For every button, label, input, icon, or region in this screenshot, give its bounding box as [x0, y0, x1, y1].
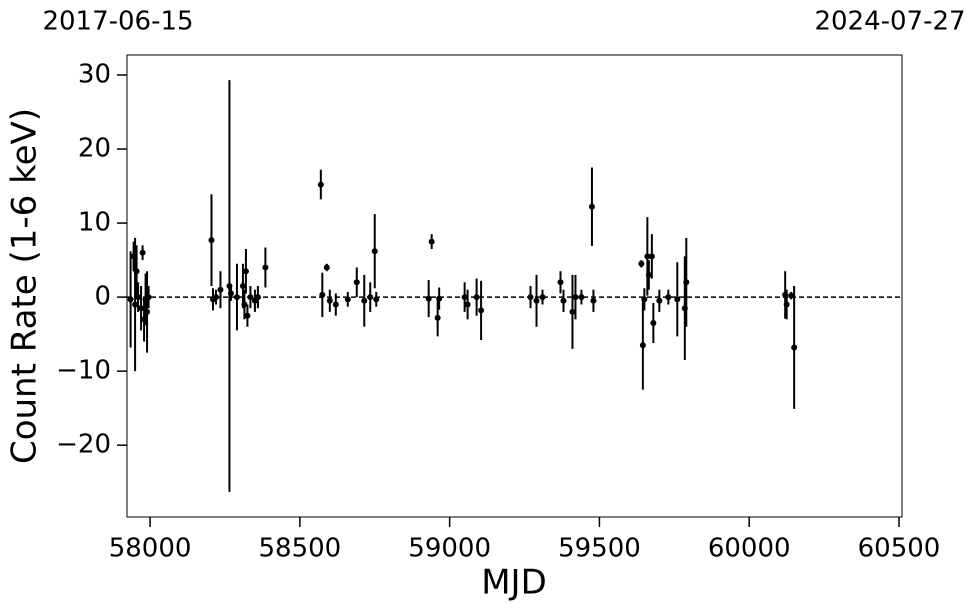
top-right-date: 2024-07-27 [814, 7, 965, 37]
data-point [212, 294, 219, 301]
x-tick-label: 58000 [109, 534, 192, 564]
data-point [133, 268, 140, 275]
data-point [361, 297, 368, 304]
x-axis-label: MJD [481, 563, 547, 603]
data-point [233, 294, 240, 301]
data-point [665, 294, 672, 301]
data-point [217, 286, 224, 293]
data-point [135, 294, 142, 301]
y-tick-label: 0 [94, 282, 111, 312]
plot-frame [126, 54, 903, 518]
data-point [138, 305, 145, 312]
data-point [569, 308, 576, 315]
data-point [227, 290, 234, 297]
y-tick-label: 10 [78, 208, 111, 238]
y-tick-label: −20 [56, 430, 111, 460]
data-point [645, 271, 652, 278]
data-point [473, 294, 480, 301]
y-tick-label: 30 [78, 59, 111, 89]
data-point [639, 342, 646, 349]
data-point [464, 301, 471, 308]
data-point [588, 203, 595, 210]
data-point [533, 297, 540, 304]
y-axis-label: Count Rate (1-6 keV) [5, 108, 45, 464]
data-point [323, 264, 330, 271]
data-point [638, 260, 645, 267]
data-point [242, 268, 249, 275]
data-point [434, 314, 441, 321]
y-tick-label: −10 [56, 356, 111, 386]
x-tick-label: 60500 [858, 534, 941, 564]
x-tick-label: 59500 [558, 534, 641, 564]
data-point [428, 238, 435, 245]
data-point [241, 301, 248, 308]
data-point [783, 301, 790, 308]
data-point [656, 297, 663, 304]
data-point [367, 294, 374, 301]
data-point [557, 279, 564, 286]
data-point [644, 253, 651, 260]
data-point [650, 320, 657, 327]
data-point [373, 296, 380, 303]
data-point [208, 237, 215, 244]
data-point [239, 283, 246, 289]
data-point [254, 294, 261, 301]
data-point [425, 295, 432, 302]
top-left-date: 2017-06-15 [42, 7, 193, 37]
data-point [578, 294, 585, 301]
data-point [791, 344, 798, 351]
data-point [539, 294, 546, 301]
data-point [145, 294, 152, 301]
data-point [572, 294, 579, 301]
x-tick-label: 59000 [408, 534, 491, 564]
data-point [244, 312, 251, 319]
data-point [144, 308, 151, 315]
data-point [353, 279, 360, 286]
data-point [560, 297, 567, 304]
data-point [461, 294, 468, 301]
data-point [641, 296, 648, 303]
data-point [132, 301, 139, 308]
data-point [127, 296, 134, 303]
data-point [478, 307, 485, 314]
x-tick-label: 58500 [258, 534, 341, 564]
x-tick-label: 60000 [708, 534, 791, 564]
data-point [262, 264, 269, 271]
data-point [674, 296, 681, 303]
data-point [139, 249, 146, 256]
data-point [371, 248, 378, 255]
data-point [247, 294, 254, 301]
data-point [326, 297, 333, 304]
data-point [648, 253, 655, 260]
data-point [788, 292, 795, 299]
data-point [319, 291, 326, 298]
data-point [332, 301, 339, 308]
y-tick-label: 20 [78, 134, 111, 164]
data-point [590, 297, 597, 304]
data-point [344, 296, 351, 303]
data-point [317, 181, 324, 188]
data-point [527, 294, 534, 301]
data-point [683, 279, 690, 286]
data-point [436, 295, 443, 302]
